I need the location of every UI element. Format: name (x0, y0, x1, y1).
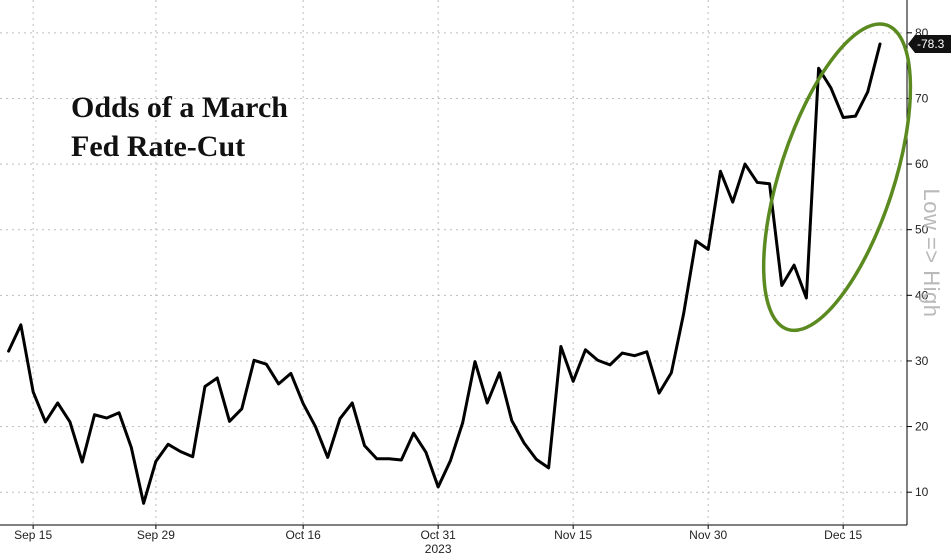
highlight-ellipse (761, 22, 913, 333)
x-axis-label: 2023 (425, 542, 452, 556)
x-tick-label: Sep 15 (14, 528, 52, 542)
y-tick-label: 30 (915, 354, 929, 368)
x-tick-label: Oct 31 (420, 528, 456, 542)
last-value-label: -78.3 (917, 37, 945, 51)
overlay: -78.3 (761, 22, 951, 333)
x-tick-label: Nov 15 (554, 528, 592, 542)
chart-title: Odds of a March Fed Rate-Cut (71, 88, 288, 166)
y-axis-label: Low => High (919, 188, 944, 318)
y-tick-label: 50 (915, 223, 929, 237)
chart-title-line-1: Odds of a March (71, 91, 288, 124)
last-value-badge (908, 34, 951, 53)
y-tick-label: 10 (915, 485, 929, 499)
y-tick-label: 40 (915, 288, 929, 302)
grid (0, 0, 907, 525)
x-tick-label: Sep 29 (137, 528, 175, 542)
series-line (7, 42, 882, 505)
y-tick-label: 70 (915, 91, 929, 105)
x-tick-label: Dec 15 (824, 528, 862, 542)
series (7, 42, 882, 505)
chart-title-line-2: Fed Rate-Cut (71, 130, 246, 163)
y-tick-label: 20 (915, 420, 929, 434)
x-tick-label: Oct 16 (285, 528, 321, 542)
x-tick-label: Nov 30 (689, 528, 727, 542)
y-tick-label: 60 (915, 157, 929, 171)
